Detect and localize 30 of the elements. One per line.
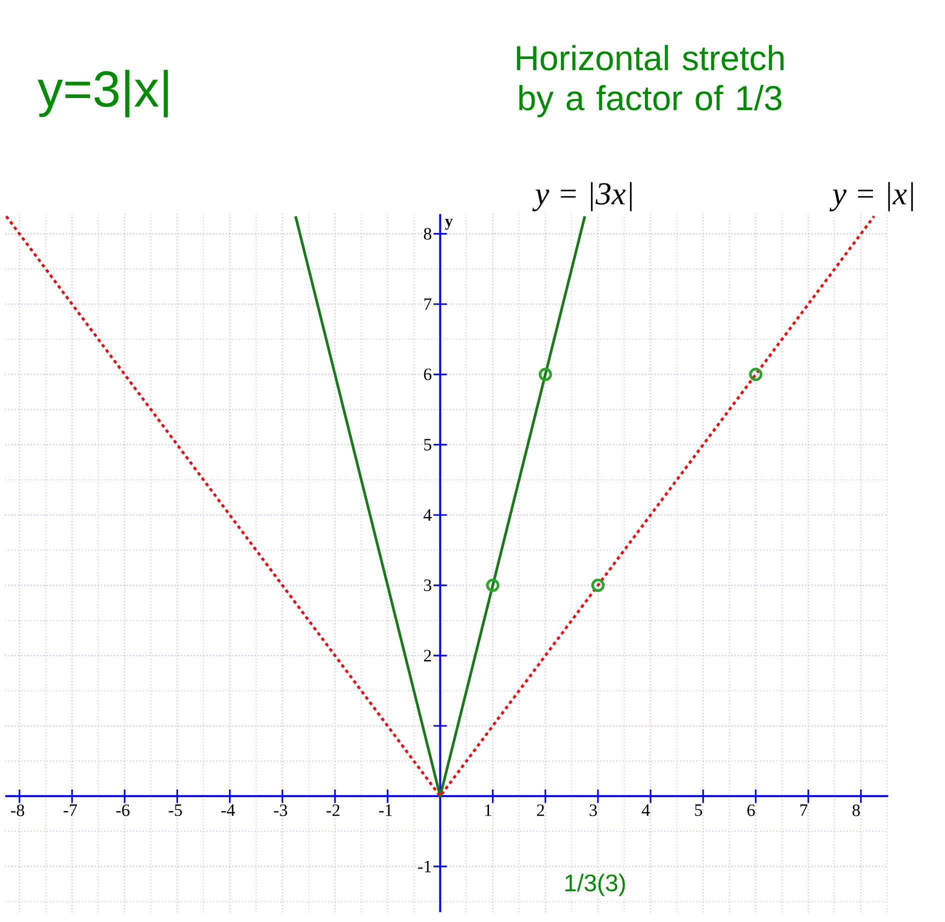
y-tick-label: 6 [424, 368, 432, 380]
y-tick-label: 3 [424, 579, 432, 592]
y-axis-title: y [445, 218, 453, 230]
y-tick-label: 7 [424, 298, 432, 310]
y-tick-label: -1 [418, 860, 431, 872]
x-tick-label: -7 [64, 804, 77, 816]
annotation: 1/3(3) [565, 874, 625, 896]
x-tick-label: 1 [485, 804, 492, 816]
x-tick-label: -6 [116, 804, 130, 816]
text: Horizontal stretch by a factor of 1/3 [517, 44, 784, 118]
x-tick-label: -4 [221, 804, 235, 816]
series-label: y = |x| [830, 182, 913, 212]
x-tick-label: 7 [800, 804, 808, 816]
y-tick-label: 5 [424, 438, 432, 450]
x-tick-label: 8 [852, 804, 860, 816]
y-tick-label: 2 [424, 650, 431, 662]
x-tick-label: -8 [11, 804, 24, 816]
x-tick-label: -5 [168, 804, 182, 816]
y-tick-label: 4 [424, 509, 432, 521]
x-tick-label: 3 [590, 804, 597, 816]
x-tick-label: -3 [274, 804, 288, 816]
x-tick-label: 2 [537, 804, 544, 816]
y-tick-label: 8 [424, 228, 432, 240]
text: y=3|x| [38, 70, 168, 118]
x-tick-label: 4 [642, 804, 650, 816]
series-label: y = |3x| [532, 182, 632, 212]
x-tick-label: -1 [379, 804, 392, 816]
x-tick-label: 6 [747, 804, 755, 816]
x-tick-label: 5 [695, 804, 702, 816]
x-tick-label: -2 [326, 804, 340, 816]
